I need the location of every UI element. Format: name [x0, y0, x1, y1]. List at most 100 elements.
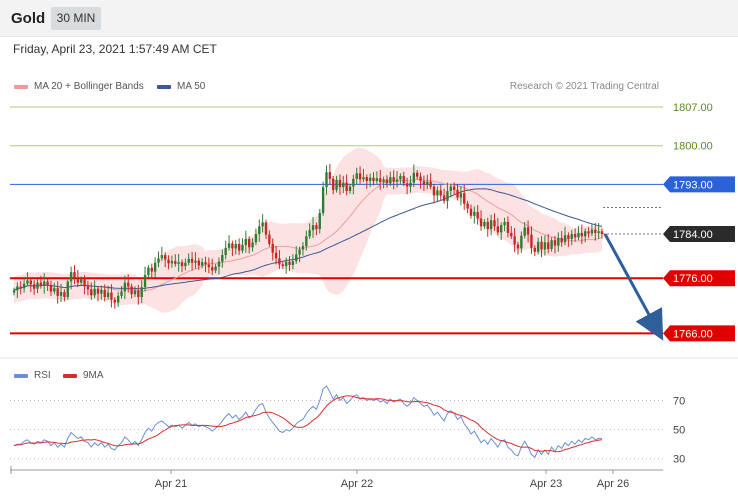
candle — [76, 269, 80, 288]
candle-body — [473, 211, 476, 216]
candle — [560, 231, 563, 247]
candle — [385, 175, 389, 188]
candle — [402, 171, 405, 187]
candle-body — [120, 291, 123, 296]
candle-body — [342, 182, 345, 188]
candle-body — [577, 232, 580, 238]
candle — [160, 246, 164, 262]
candle-body — [590, 229, 594, 234]
candle — [573, 228, 577, 242]
candle-body — [308, 230, 311, 237]
candle-body — [66, 281, 69, 297]
candle-body — [328, 172, 332, 179]
candle-body — [368, 177, 372, 182]
candle-body — [244, 239, 248, 246]
candle-body — [516, 244, 520, 249]
candle-body — [375, 178, 379, 182]
candle-body — [563, 235, 567, 243]
candle-body — [466, 203, 469, 209]
candle — [194, 252, 197, 269]
candle-body — [560, 237, 563, 243]
candle — [358, 166, 362, 184]
candle-body — [382, 179, 385, 183]
candle-body — [147, 267, 150, 275]
candle-body — [284, 261, 288, 267]
candle — [405, 177, 409, 195]
candle-body — [580, 232, 584, 237]
candle-body — [419, 176, 422, 182]
candle — [254, 228, 258, 246]
candle-body — [355, 173, 358, 179]
candle — [429, 173, 432, 190]
candle — [130, 283, 133, 299]
last-price-tag — [663, 226, 735, 243]
candle — [557, 232, 560, 252]
candle — [261, 214, 264, 233]
candle-body — [237, 243, 241, 251]
candle — [392, 170, 395, 190]
candle — [258, 219, 261, 242]
candle-body — [116, 295, 120, 303]
candle — [274, 245, 278, 265]
rsi-ma-line — [13, 395, 603, 453]
candle — [536, 237, 540, 255]
candle-body — [449, 186, 452, 191]
candle — [476, 205, 479, 225]
candle — [580, 224, 584, 244]
candle — [73, 265, 76, 285]
candle — [563, 226, 567, 246]
candle — [180, 259, 184, 273]
candle — [234, 239, 237, 255]
rsi-line — [13, 385, 602, 459]
candle-body — [86, 286, 90, 290]
candle-body — [389, 177, 392, 184]
candle — [237, 238, 241, 256]
candle — [19, 280, 22, 295]
candle-body — [123, 282, 127, 292]
candle — [308, 223, 311, 240]
candle — [211, 258, 214, 275]
candle — [348, 183, 352, 194]
candle — [278, 250, 281, 269]
candle — [36, 277, 39, 294]
candle-body — [184, 262, 187, 267]
candle — [395, 171, 399, 188]
credit-text: Research © 2021 Trading Central — [509, 81, 659, 92]
candle — [473, 206, 476, 224]
rsi-tick-70: 70 — [673, 396, 685, 408]
candle-body — [164, 255, 167, 260]
candle — [567, 232, 570, 247]
bollinger-band — [14, 148, 602, 313]
candle-body — [570, 234, 573, 240]
candle-body — [127, 282, 130, 287]
candle-body — [93, 288, 96, 296]
candle — [446, 182, 449, 209]
candle-body — [486, 221, 489, 230]
candle-body — [594, 229, 597, 233]
candle — [80, 276, 83, 286]
ma50-swatch — [157, 84, 171, 89]
level-label-1776.00: 1776.00 — [673, 273, 713, 285]
candle-body — [157, 258, 160, 263]
candle-body — [476, 211, 479, 219]
candle — [510, 226, 513, 240]
candle — [224, 240, 227, 260]
candle — [46, 278, 49, 291]
candle — [120, 285, 123, 299]
candle-body — [520, 235, 523, 249]
candle-body — [268, 234, 271, 244]
candle-body — [207, 264, 211, 268]
candle — [365, 174, 368, 189]
candle-body — [43, 281, 46, 286]
candle — [452, 182, 456, 195]
candle — [496, 218, 500, 236]
rsi-panel: 70 50 30 — [10, 385, 685, 466]
candle — [442, 188, 446, 204]
timeframe-button[interactable]: 30 MIN — [51, 7, 101, 30]
candle-body — [526, 227, 530, 235]
candlesticks — [12, 163, 604, 309]
candle-body — [550, 240, 553, 249]
candle — [486, 217, 489, 237]
candle — [291, 254, 295, 270]
candle — [463, 184, 466, 210]
